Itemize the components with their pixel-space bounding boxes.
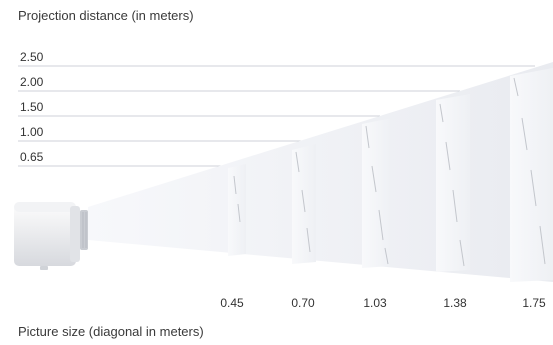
screen-1-38 (436, 94, 470, 272)
page-title: Projection distance (in meters) (18, 8, 194, 23)
projection-beam (88, 62, 553, 282)
distance-label-1-50: 1.50 (20, 100, 44, 114)
distance-label-2-00: 2.00 (20, 75, 44, 89)
distance-lines (18, 65, 535, 167)
footer-title: Picture size (diagonal in meters) (18, 324, 204, 339)
distance-label-0-65: 0.65 (20, 150, 44, 164)
screen-1-75 (510, 68, 553, 282)
screen-0-70 (292, 144, 316, 264)
projector-icon (14, 202, 88, 270)
size-label-1-75: 1.75 (522, 296, 546, 310)
screens (228, 68, 553, 282)
size-label-0-45: 0.45 (220, 296, 244, 310)
size-label-1-38: 1.38 (443, 296, 467, 310)
screen-0-45 (228, 164, 246, 256)
size-label-0-70: 0.70 (291, 296, 315, 310)
screen-1-03 (362, 118, 392, 268)
distance-label-1-00: 1.00 (20, 125, 44, 139)
distance-label-2-50: 2.50 (20, 50, 44, 64)
size-label-1-03: 1.03 (363, 296, 387, 310)
